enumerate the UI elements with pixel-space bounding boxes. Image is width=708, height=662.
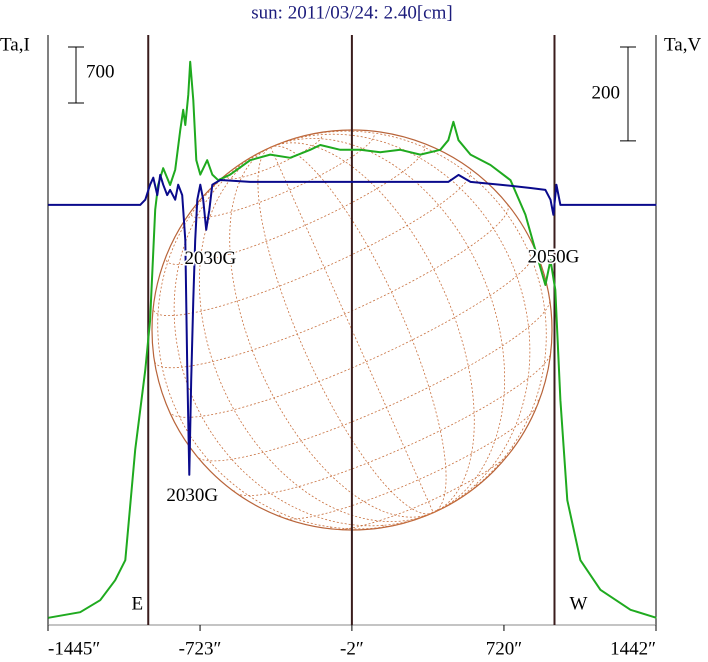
meridian (173, 146, 434, 527)
scale-bar (68, 46, 84, 104)
scale-bar-label: 200 (592, 82, 621, 103)
x-tick-label: -1445″ (48, 638, 100, 659)
parallel (190, 133, 375, 219)
meridian (229, 146, 434, 518)
x-tick-label: -2″ (340, 638, 364, 659)
parallel (153, 169, 472, 317)
meridian (198, 146, 434, 522)
parallel (195, 297, 551, 462)
meridian (270, 130, 547, 514)
annotation: 2030G (185, 248, 237, 269)
scale-bar-label: 700 (86, 61, 115, 82)
parallel (233, 349, 552, 496)
limb-label: E (131, 593, 143, 614)
annotation: 2050G (528, 246, 580, 267)
parallel (154, 204, 509, 369)
meridian (270, 138, 506, 514)
y-axis-label: Ta,I (0, 34, 30, 55)
x-tick-label: -723″ (179, 638, 222, 659)
meridian (270, 133, 531, 514)
limb-label: W (570, 593, 588, 614)
scale-bar (620, 46, 636, 142)
y2-axis-label: Ta,V (664, 34, 701, 55)
x-tick-label: 1442″ (610, 638, 656, 659)
parallel (329, 444, 514, 530)
parallel (226, 134, 323, 180)
data-line (48, 173, 657, 476)
annotation: 2030G (166, 485, 218, 506)
parallel (381, 482, 478, 527)
parallel (279, 399, 539, 520)
parallel (168, 248, 536, 418)
chart-title: sun: 2011/03/24: 2.40[cm] (251, 2, 452, 23)
x-tick-label: 720″ (486, 638, 522, 659)
meridian (270, 142, 475, 514)
